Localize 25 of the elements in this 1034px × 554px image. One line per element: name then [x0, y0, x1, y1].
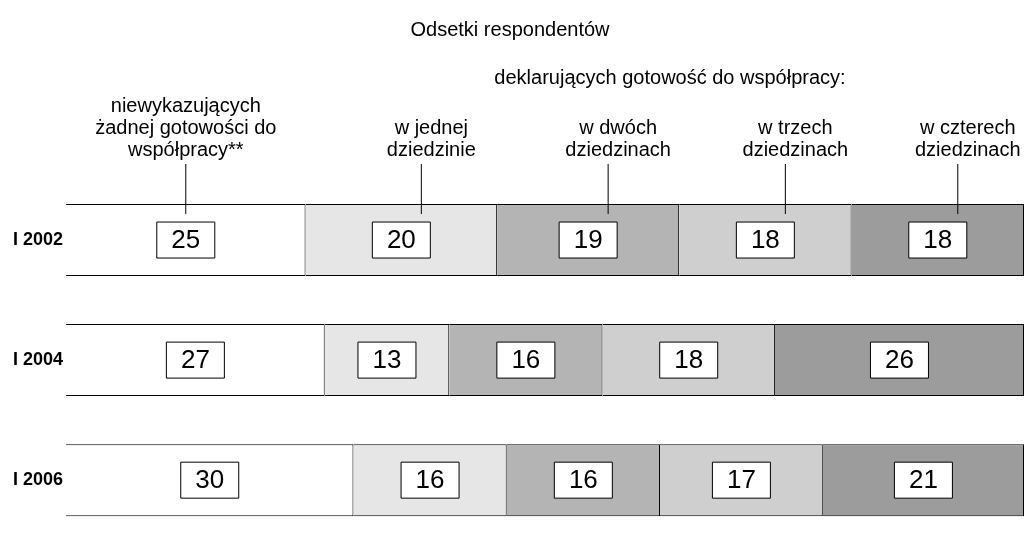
text: w trzech dziedzinach — [742, 115, 849, 160]
data-label: 26 — [885, 344, 914, 375]
data-label: 27 — [180, 344, 210, 375]
text: niewykazujących żadnej gotowości do współpracy** — [95, 93, 277, 160]
y-tick-label: I 2006 — [13, 469, 64, 490]
data-label: 18 — [750, 224, 780, 255]
data-label: 19 — [573, 224, 603, 255]
data-label: 16 — [568, 464, 598, 495]
data-label: 13 — [372, 344, 402, 375]
data-label: 25 — [171, 224, 201, 255]
text: w dwóch dziedzinach — [565, 115, 671, 160]
data-label: 17 — [726, 464, 756, 495]
data-label: 18 — [923, 224, 953, 255]
y-tick-label: I 2004 — [13, 349, 64, 370]
data-label: 16 — [511, 344, 541, 375]
data-label: 21 — [908, 464, 938, 495]
data-label: 16 — [415, 464, 445, 495]
data-label: 18 — [674, 344, 704, 375]
data-label: 20 — [386, 224, 416, 255]
y-tick-label: I 2002 — [13, 229, 64, 249]
chart-title: Odsetki respondentów — [410, 17, 611, 40]
text: w jednej dziedzinie — [386, 115, 476, 160]
text: deklarujących gotowość do współpracy: — [494, 65, 846, 88]
data-label: 30 — [195, 464, 225, 495]
text: w czterech dziedzinach — [914, 115, 1021, 160]
